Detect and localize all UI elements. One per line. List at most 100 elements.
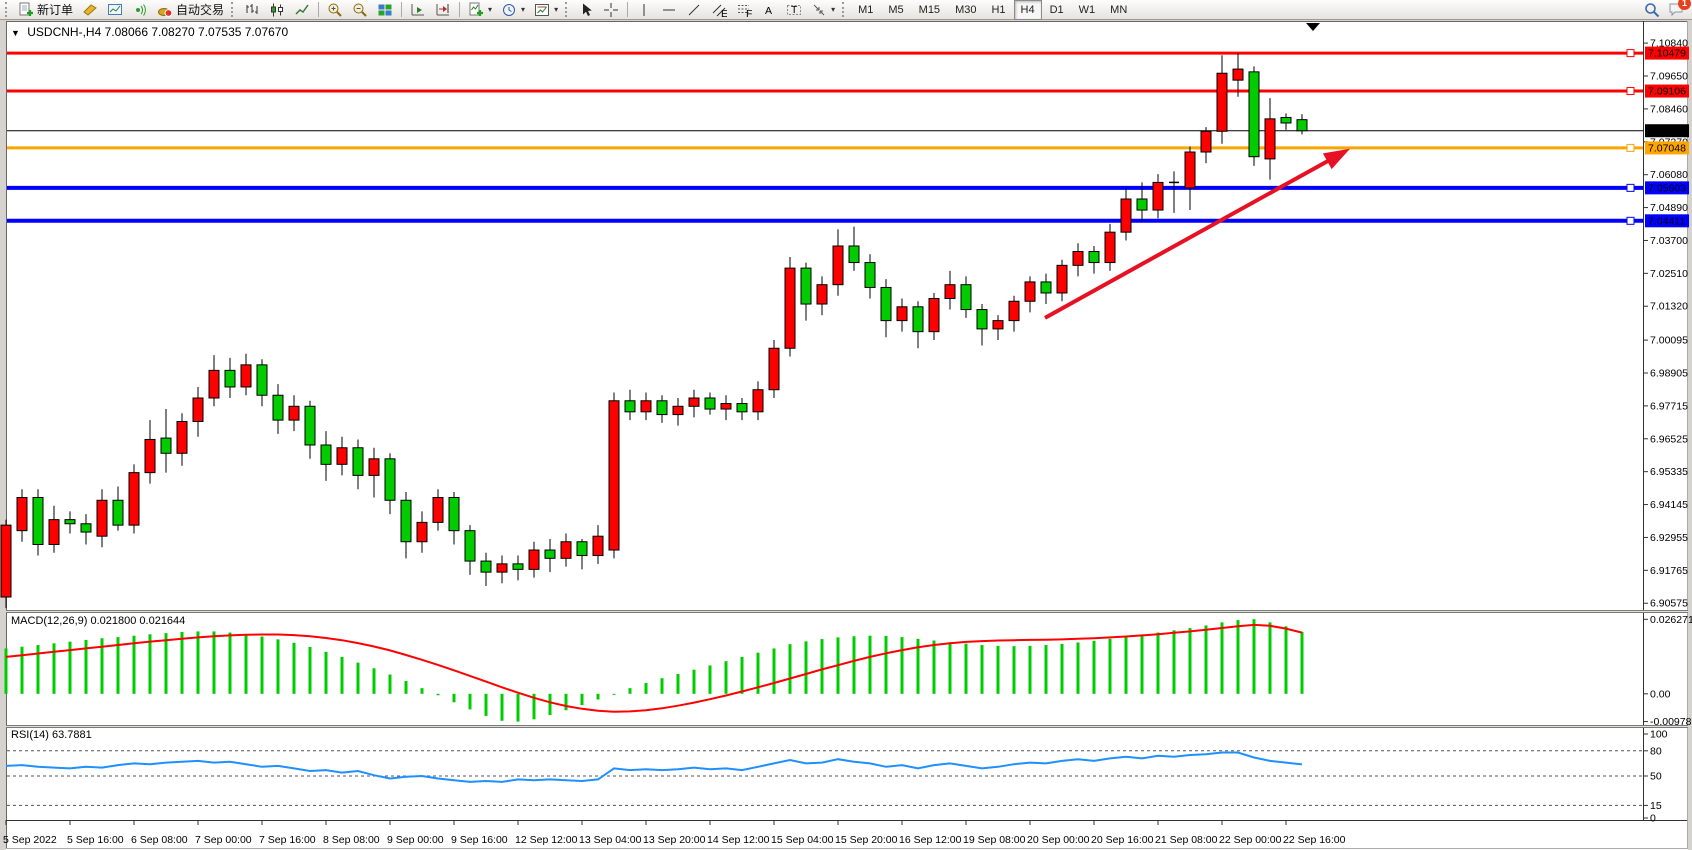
- chart-ohlc-values: 7.08066 7.08270 7.07535 7.07670: [104, 25, 289, 39]
- new-order-button[interactable]: 新订单: [14, 0, 77, 20]
- templates-button[interactable]: ▾: [530, 0, 562, 20]
- timeframe-m15-button[interactable]: M15: [918, 3, 941, 16]
- macd-histogram-bar: [1028, 645, 1032, 694]
- horizontal-line-tool-button[interactable]: [657, 0, 681, 20]
- macd-histogram-bar: [596, 693, 600, 700]
- equidistant-channel-tool-button[interactable]: E: [707, 0, 731, 20]
- text-icon: A: [765, 5, 772, 17]
- macd-histogram-bar: [692, 669, 696, 694]
- text-label-tool-button[interactable]: T: [782, 0, 806, 20]
- line-chart-button[interactable]: [290, 0, 314, 20]
- macd-histogram-bar: [1300, 631, 1304, 694]
- trendline-tool-button[interactable]: [682, 0, 706, 20]
- arrow-objects-button[interactable]: ▾: [807, 0, 839, 20]
- time-tick-label: 9 Sep 00:00: [387, 834, 444, 846]
- timeframe-h1-button[interactable]: H1: [991, 3, 1006, 16]
- toolbar-grip[interactable]: [5, 2, 11, 17]
- trend-arrow[interactable]: [1044, 148, 1350, 320]
- candle-body: [1136, 198, 1148, 211]
- price-axis[interactable]: 7.108407.096507.084607.072707.060807.048…: [1643, 38, 1689, 610]
- data-window-button[interactable]: [103, 0, 127, 20]
- toolbar-grip[interactable]: [565, 2, 571, 17]
- zoom-out-button[interactable]: [348, 0, 372, 20]
- cursor-tool-button[interactable]: [574, 0, 598, 20]
- auto-scroll-button[interactable]: [406, 0, 430, 20]
- timeframe-m5-button[interactable]: M5: [888, 3, 904, 16]
- vertical-line-tool-button[interactable]: [632, 0, 656, 20]
- search-icon[interactable]: [1644, 2, 1660, 18]
- candle-body: [544, 549, 556, 559]
- chevron-down-icon[interactable]: ▾: [488, 5, 493, 14]
- chart-shift-marker[interactable]: [1306, 23, 1320, 31]
- svg-text:7.04411: 7.04411: [1648, 215, 1685, 227]
- notifications-button[interactable]: 1: [1668, 0, 1691, 19]
- horizontal-level-lines[interactable]: [7, 49, 1643, 225]
- price-tick-label: 6.95335: [1650, 466, 1688, 478]
- time-tick-label: 15 Sep 04:00: [771, 834, 834, 846]
- fibonacci-tool-button[interactable]: F: [732, 0, 756, 20]
- pane-splitter[interactable]: [6, 725, 1688, 728]
- pane-splitter[interactable]: [6, 610, 1688, 613]
- notification-badge: 1: [1678, 0, 1691, 10]
- chart-background[interactable]: [6, 21, 1688, 850]
- autotrade-button[interactable]: 自动交易: [153, 0, 228, 20]
- timeframe-d1-button[interactable]: D1: [1049, 3, 1064, 16]
- candle-body: [448, 497, 460, 532]
- chevron-down-icon[interactable]: ▾: [554, 5, 559, 14]
- line-handle: [1626, 216, 1635, 225]
- zoom-in-button[interactable]: [323, 0, 347, 20]
- timeframe-m1-button[interactable]: M1: [858, 3, 874, 16]
- market-watch-icon: [83, 3, 97, 16]
- candle-body: [1024, 281, 1036, 302]
- macd-histogram-bar: [900, 637, 904, 694]
- candlestick-chart-button[interactable]: [265, 0, 289, 20]
- timeframe-h4-button[interactable]: H4: [1013, 0, 1042, 20]
- toolbar-grip[interactable]: [231, 2, 237, 17]
- new-order-icon: [19, 2, 33, 16]
- macd-histogram-bar: [532, 693, 536, 720]
- timeframe-w1-button[interactable]: W1: [1078, 3, 1096, 16]
- candle-body: [944, 284, 956, 300]
- candle-body: [1232, 68, 1244, 81]
- timeframe-m30-button[interactable]: M30: [955, 3, 977, 16]
- candle-body: [896, 306, 908, 322]
- candle-body: [384, 458, 396, 501]
- candle-body: [528, 549, 540, 570]
- svg-text:F: F: [746, 8, 752, 18]
- time-axis[interactable]: 5 Sep 2022 5 Sep 16:00 6 Sep 08:00 7 Sep 00…: [3, 820, 1346, 846]
- chart-title[interactable]: ▼ USDCNH-,H4 7.08066 7.08270 7.07535 7.0…: [11, 25, 288, 39]
- macd-histogram-bar: [52, 643, 56, 694]
- title-collapse-icon[interactable]: ▼: [11, 28, 20, 38]
- timeframe-mn-button[interactable]: MN: [1110, 3, 1128, 16]
- rsi-line: [5, 751, 1303, 783]
- indicators-button[interactable]: ▾: [464, 0, 496, 20]
- macd-histogram-bar: [1108, 638, 1112, 694]
- price-tick-label: 7.08460: [1650, 103, 1688, 115]
- signals-button[interactable]: [128, 0, 152, 20]
- toolbar-grip[interactable]: [842, 2, 848, 17]
- macd-indicator-label: MACD(12,26,9) 0.021800 0.021644: [11, 615, 186, 627]
- time-tick-label: 14 Sep 12:00: [707, 834, 770, 846]
- rsi-indicator-label: RSI(14) 63.7881: [11, 729, 92, 741]
- candle-body: [1216, 72, 1228, 132]
- price-tick-label: 7.02510: [1650, 268, 1688, 280]
- rsi-pane: [5, 750, 1643, 806]
- crosshair-tool-button[interactable]: [599, 0, 623, 20]
- tile-windows-button[interactable]: [373, 0, 397, 20]
- price-tick-label: 7.01320: [1650, 301, 1688, 313]
- periods-button[interactable]: ▾: [497, 0, 529, 20]
- price-tick-label: 6.97715: [1650, 400, 1688, 412]
- market-watch-button[interactable]: [78, 0, 102, 20]
- price-tick-label: 6.91765: [1650, 565, 1688, 577]
- macd-histogram-bar: [516, 693, 520, 722]
- chart-shift-button[interactable]: [431, 0, 455, 20]
- chevron-down-icon[interactable]: ▾: [831, 5, 836, 14]
- chevron-down-icon[interactable]: ▾: [521, 5, 526, 14]
- bar-chart-button[interactable]: [240, 0, 264, 20]
- text-tool-button[interactable]: A: [757, 0, 781, 20]
- macd-histogram-bar: [20, 646, 24, 694]
- rsi-axis[interactable]: 100 80 50 150: [1643, 729, 1668, 825]
- macd-histogram-bar: [4, 648, 8, 694]
